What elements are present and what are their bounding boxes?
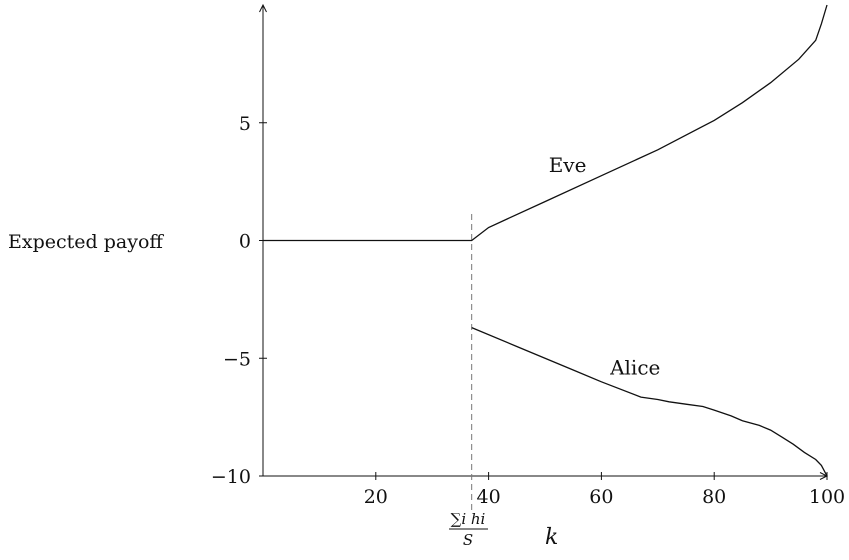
y-tick-label: 5 <box>239 113 251 135</box>
marker-label-numerator: ∑i hi <box>451 510 486 528</box>
axes <box>259 3 829 480</box>
series-line-eve <box>263 4 828 242</box>
ticks: 20 40 60 80 100 −10 −5 0 5 <box>211 113 845 508</box>
y-tick-label: −10 <box>211 466 251 488</box>
x-tick-label: 80 <box>702 486 726 508</box>
x-tick-label: 100 <box>809 486 845 508</box>
x-tick-label: 20 <box>364 486 388 508</box>
marker-label: ∑i hi S <box>449 510 488 549</box>
series-line-alice <box>471 327 828 477</box>
series-label-alice: Alice <box>609 356 660 380</box>
y-axis-arrow <box>259 3 267 13</box>
x-tick-label: 40 <box>477 486 501 508</box>
y-tick-label: −5 <box>223 348 251 370</box>
y-axis-label: Expected payoff <box>8 231 164 253</box>
marker-label-denominator: S <box>463 531 473 549</box>
y-tick-label: 0 <box>239 231 251 253</box>
series-label-eve: Eve <box>549 153 587 177</box>
x-tick-label: 60 <box>589 486 613 508</box>
series-lines: Eve Alice <box>263 4 828 477</box>
x-axis-label: k <box>545 525 558 550</box>
